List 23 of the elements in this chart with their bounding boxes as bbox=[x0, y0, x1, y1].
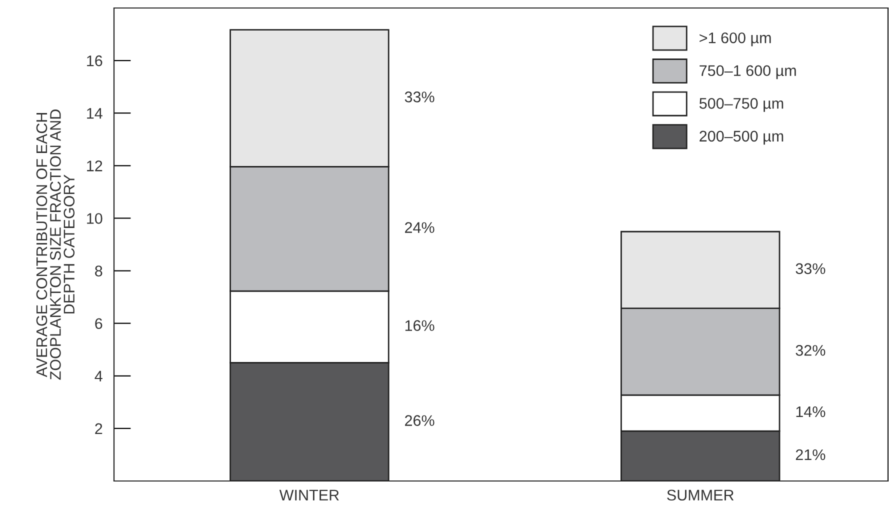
legend-label: >1 600 µm bbox=[700, 32, 771, 46]
x-tick-label: SUMMER bbox=[667, 490, 734, 501]
annotation: 14% bbox=[796, 406, 826, 418]
annotation: 33% bbox=[404, 92, 434, 102]
annotation: 21% bbox=[796, 449, 826, 460]
legend-label: 200–500 µm bbox=[700, 130, 784, 145]
y-tick-label: 16 bbox=[87, 55, 102, 66]
annotation: 32% bbox=[796, 344, 826, 356]
y-axis-title: AVERAGE CONTRIBUTION OF EACH ZOOPLANKTON SIZE FRACTION AND DEPTH CATEGORY bbox=[36, 110, 75, 380]
legend-label: 500–750 µm bbox=[699, 98, 784, 112]
legend-label: 750–1 600 µm bbox=[700, 65, 796, 80]
annotation: 16% bbox=[405, 320, 434, 331]
y-tick-label: 2 bbox=[95, 423, 102, 434]
y-tick-label: 14 bbox=[87, 108, 102, 119]
y-tick-label: 12 bbox=[87, 160, 102, 172]
x-tick-label: WINTER bbox=[279, 490, 339, 500]
y-tick-label: 4 bbox=[94, 370, 102, 382]
y-tick-label: 6 bbox=[95, 318, 102, 330]
annotation: 33% bbox=[796, 263, 826, 274]
annotation: 24% bbox=[405, 222, 434, 233]
y-tick-label: 8 bbox=[95, 266, 102, 276]
y-tick-label: 10 bbox=[87, 213, 102, 224]
annotation: 26% bbox=[405, 415, 434, 426]
